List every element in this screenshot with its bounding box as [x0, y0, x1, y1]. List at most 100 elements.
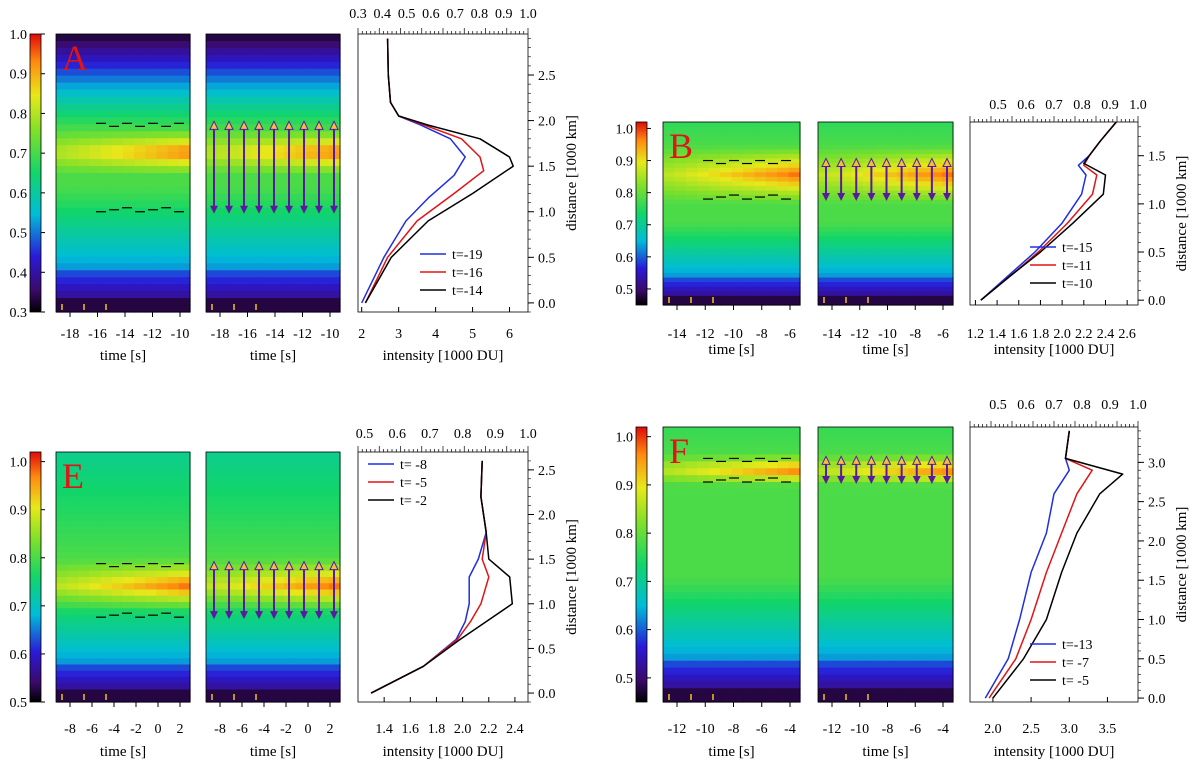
- map-cell: [777, 564, 790, 572]
- map-cell: [829, 295, 842, 302]
- map-cell: [818, 564, 830, 572]
- map-cell: [941, 282, 954, 288]
- map-cell: [206, 249, 218, 257]
- map-cell: [851, 176, 864, 183]
- map-cell: [765, 482, 778, 490]
- map-cell: [261, 75, 274, 84]
- map-cell: [178, 270, 191, 278]
- map-cell: [78, 489, 91, 497]
- intensity-tick-label: 1.2: [967, 327, 985, 342]
- map-cell: [89, 173, 102, 181]
- map-cell: [818, 172, 830, 178]
- map-cell: [67, 545, 79, 553]
- map-cell: [295, 214, 308, 223]
- map-cell: [217, 124, 229, 132]
- map-cell: [777, 172, 790, 178]
- map-cell: [829, 468, 842, 476]
- map-cell: [284, 117, 296, 125]
- map-cell: [78, 470, 91, 478]
- arrow-head-up: [329, 560, 339, 571]
- map-cell: [896, 122, 909, 128]
- map-cell: [818, 131, 830, 137]
- map-cell: [306, 68, 319, 77]
- map-cell: [731, 154, 744, 160]
- map-cell: [908, 461, 920, 469]
- map-cell: [941, 440, 954, 449]
- map-cell: [228, 658, 241, 666]
- map-cell: [100, 138, 113, 146]
- map-cell: [708, 619, 721, 627]
- map-cell: [919, 653, 932, 662]
- map-cell: [829, 447, 842, 456]
- map-cell: [674, 488, 687, 497]
- map-cell: [754, 163, 767, 169]
- map-cell: [708, 204, 721, 210]
- map-cell: [765, 488, 778, 497]
- map-cell: [708, 427, 721, 435]
- map-cell: [863, 154, 875, 160]
- arrow-head-up: [269, 120, 279, 130]
- map-cell: [228, 639, 241, 647]
- map-cell: [829, 488, 842, 497]
- map-cell: [754, 263, 767, 269]
- map-cell: [896, 154, 909, 160]
- map-cell: [100, 483, 113, 491]
- map-cell: [896, 447, 909, 456]
- map-cell: [742, 468, 755, 476]
- map-cell: [123, 552, 135, 559]
- map-cell: [863, 447, 875, 456]
- map-cell: [840, 204, 853, 210]
- map-cell: [89, 270, 102, 278]
- map-cell: [206, 633, 218, 641]
- map-cell: [123, 570, 135, 578]
- map-cell: [885, 218, 898, 224]
- map-cell: [284, 75, 296, 84]
- map-cell: [742, 195, 755, 201]
- map-cell: [674, 277, 687, 283]
- map-cell: [885, 447, 898, 456]
- map-cell: [840, 495, 853, 504]
- map-cell: [56, 570, 68, 578]
- arrow-head-up: [209, 560, 219, 571]
- map-cell: [731, 135, 744, 141]
- arrow-head-up: [851, 157, 862, 168]
- map-cell: [273, 583, 285, 591]
- map-cell: [89, 298, 102, 306]
- map-cell: [145, 489, 158, 497]
- map-cell: [851, 640, 864, 648]
- map-cell: [930, 268, 943, 274]
- map-cell: [217, 614, 229, 622]
- map-cell: [788, 667, 801, 676]
- map-cell: [111, 608, 124, 616]
- map-cell: [145, 527, 158, 534]
- map-cell: [930, 557, 943, 566]
- map-cell: [708, 523, 721, 531]
- map-cell: [908, 502, 920, 511]
- map-cell: [156, 34, 169, 42]
- map-cell: [777, 468, 790, 476]
- map-cell: [941, 488, 954, 497]
- map-cell: [731, 295, 744, 302]
- map-cell: [250, 595, 263, 603]
- colorbar-tick-label: 1.0: [616, 122, 634, 137]
- map-cell: [863, 495, 875, 504]
- map-cell: [708, 557, 721, 566]
- map-cell: [874, 653, 887, 662]
- distance-tick-label: 0.5: [538, 642, 556, 657]
- map-cell: [178, 110, 191, 118]
- map-cell: [67, 452, 79, 459]
- map-cell: [908, 619, 920, 627]
- map-cell: [919, 619, 932, 627]
- map-cell: [863, 647, 875, 655]
- map-cell: [100, 552, 113, 559]
- map-cell: [167, 495, 180, 503]
- map-cell: [908, 231, 920, 237]
- map-cell: [111, 40, 124, 49]
- map-cell: [100, 677, 113, 684]
- map-cell: [56, 298, 68, 306]
- map-cell: [328, 291, 341, 299]
- map-cell: [919, 461, 932, 469]
- map-cell: [840, 647, 853, 655]
- map-cell: [919, 433, 932, 442]
- map-cell: [328, 103, 341, 112]
